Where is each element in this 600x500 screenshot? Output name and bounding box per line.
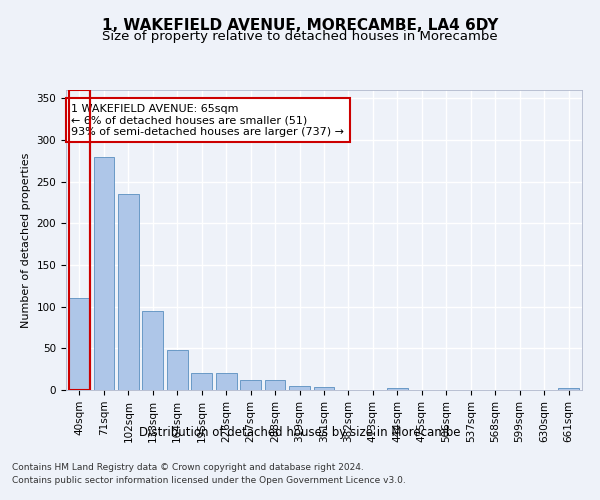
Text: Contains HM Land Registry data © Crown copyright and database right 2024.: Contains HM Land Registry data © Crown c… [12, 464, 364, 472]
Text: Size of property relative to detached houses in Morecambe: Size of property relative to detached ho… [102, 30, 498, 43]
Bar [118, 194, 139, 390]
Bar [69, 298, 90, 390]
Text: 1 WAKEFIELD AVENUE: 65sqm
← 6% of detached houses are smaller (51)
93% of semi-d: 1 WAKEFIELD AVENUE: 65sqm ← 6% of detach… [71, 104, 344, 136]
Bar [265, 380, 286, 390]
Bar [314, 386, 334, 390]
Bar [216, 374, 236, 390]
Bar [240, 380, 261, 390]
Y-axis label: Number of detached properties: Number of detached properties [21, 152, 31, 328]
Bar [387, 388, 408, 390]
Text: 1, WAKEFIELD AVENUE, MORECAMBE, LA4 6DY: 1, WAKEFIELD AVENUE, MORECAMBE, LA4 6DY [102, 18, 498, 32]
Bar [191, 374, 212, 390]
Bar [558, 388, 579, 390]
Bar [289, 386, 310, 390]
Bar [167, 350, 188, 390]
Bar [142, 311, 163, 390]
Text: Distribution of detached houses by size in Morecambe: Distribution of detached houses by size … [139, 426, 461, 439]
Bar [94, 156, 114, 390]
Text: Contains public sector information licensed under the Open Government Licence v3: Contains public sector information licen… [12, 476, 406, 485]
Bar [68, 90, 91, 390]
